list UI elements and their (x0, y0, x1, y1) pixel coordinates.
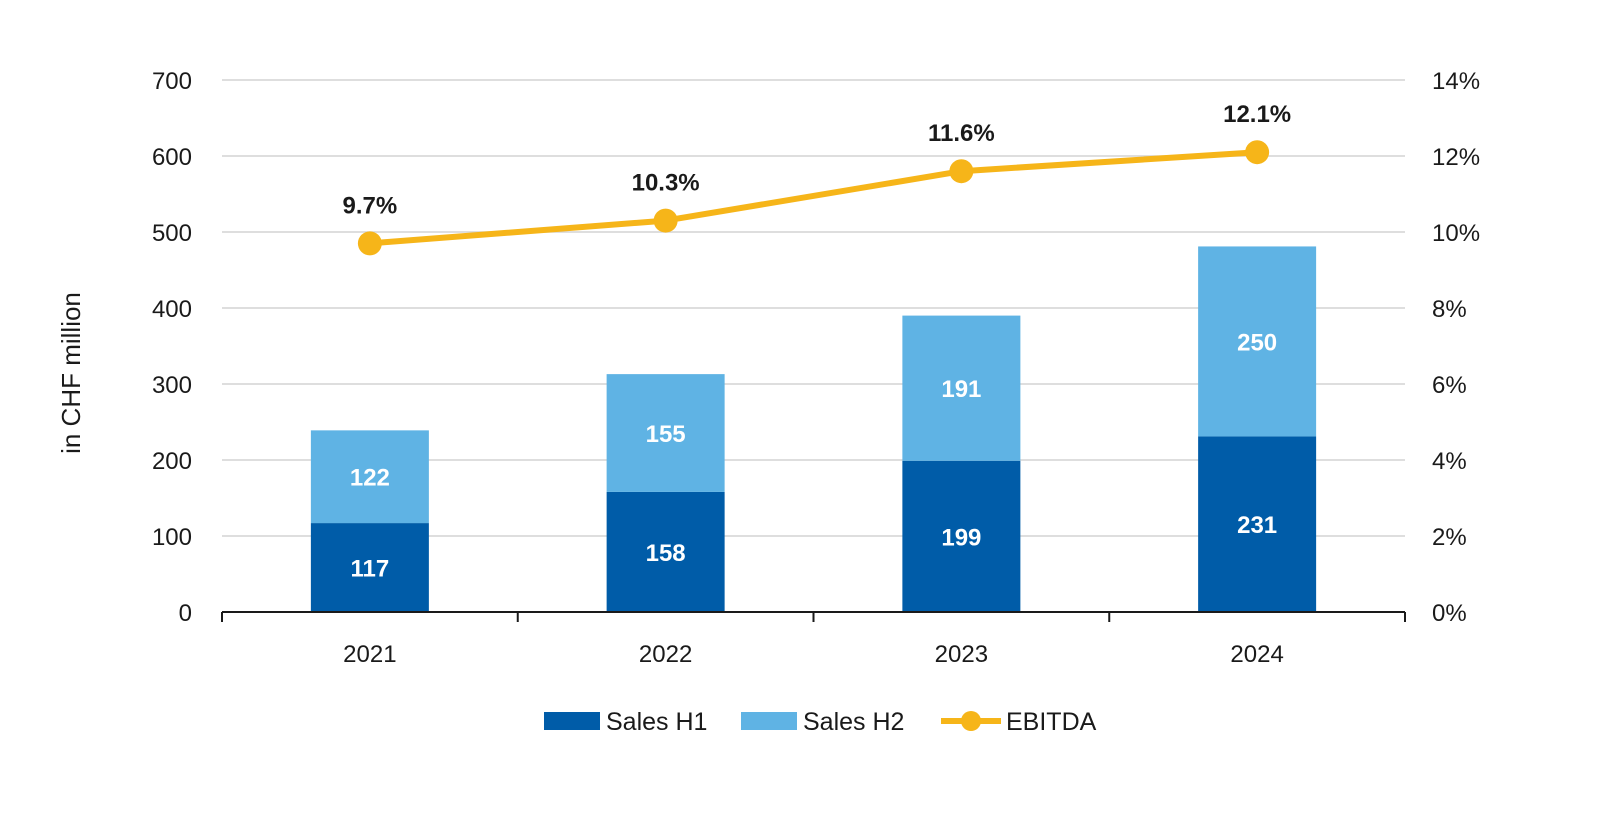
y2-tick-label: 0% (1432, 600, 1467, 627)
bar-label: 231 (1237, 512, 1277, 539)
legend-swatch-ebitda-point (961, 711, 981, 731)
y-tick-label: 100 (152, 524, 192, 551)
y2-tick-label: 4% (1432, 448, 1467, 475)
y-axis-label: in CHF million (56, 292, 86, 454)
y2-tick-label: 2% (1432, 524, 1467, 551)
bar-sales-h2 (606, 374, 725, 492)
bar-sales-h1 (606, 491, 725, 612)
y-tick-label: 700 (152, 68, 192, 95)
bar-label: 250 (1237, 329, 1277, 356)
y-tick-label: 400 (152, 296, 192, 323)
bar-sales-h1 (310, 523, 429, 612)
bar-label: 117 (351, 556, 390, 583)
ebitda-label: 11.6% (928, 120, 995, 147)
ebitda-label: 12.1% (1223, 101, 1291, 128)
ebitda-point (1245, 140, 1270, 165)
ebitda-point (949, 159, 974, 184)
bar-sales-h2 (310, 430, 429, 524)
bar-layer (310, 246, 1317, 612)
y2-tick-label: 6% (1432, 372, 1467, 399)
bar-sales-h2 (902, 315, 1021, 461)
bar-sales-h1 (1198, 436, 1317, 612)
y-tick-label: 200 (152, 448, 192, 475)
legend-label-sales-h2: Sales H2 (803, 708, 904, 736)
y2-tick-label: 12% (1432, 144, 1480, 171)
y2-tick-label: 8% (1432, 296, 1467, 323)
x-tick-label: 2024 (1230, 641, 1283, 668)
x-tick-label: 2022 (639, 641, 692, 668)
bar-sales-h1 (902, 460, 1021, 612)
ebitda-point (357, 231, 382, 256)
ebitda-line (369, 149, 1258, 247)
ebitda-point (653, 208, 678, 233)
bar-label: 199 (941, 524, 981, 551)
legend-layer: Sales H1 Sales H2 EBITDA (544, 708, 1097, 736)
bar-label: 155 (646, 421, 686, 448)
line-layer (357, 140, 1270, 256)
legend-label-sales-h1: Sales H1 (606, 708, 707, 736)
y-tick-label: 300 (152, 372, 192, 399)
label-layer: 117 122 158 155 199 191 231 250 9.7% 10.3% 11.6% 12… (343, 101, 1292, 582)
legend-swatch-sales-h1 (544, 712, 600, 730)
legend-swatch-sales-h2 (741, 712, 797, 730)
x-tick-label: 2021 (343, 641, 396, 668)
y2-tick-label: 10% (1432, 220, 1480, 247)
y-tick-label: 600 (152, 144, 192, 171)
y-tick-label: 0 (179, 600, 192, 627)
axis-layer: 0 100 200 300 400 500 600 700 0% 2% 4% 6% 8% 10% 12% 14… (152, 68, 1480, 668)
x-tick-label: 2023 (935, 641, 988, 668)
ebitda-label: 9.7% (343, 192, 398, 219)
y-tick-label: 500 (152, 220, 192, 247)
bar-sales-h2 (1198, 246, 1317, 437)
ebitda-label: 10.3% (632, 170, 700, 197)
bar-label: 158 (646, 540, 686, 567)
bar-label: 191 (941, 376, 981, 403)
bar-label: 122 (350, 465, 390, 492)
y2-tick-label: 14% (1432, 68, 1480, 95)
legend-label-ebitda: EBITDA (1006, 708, 1097, 736)
